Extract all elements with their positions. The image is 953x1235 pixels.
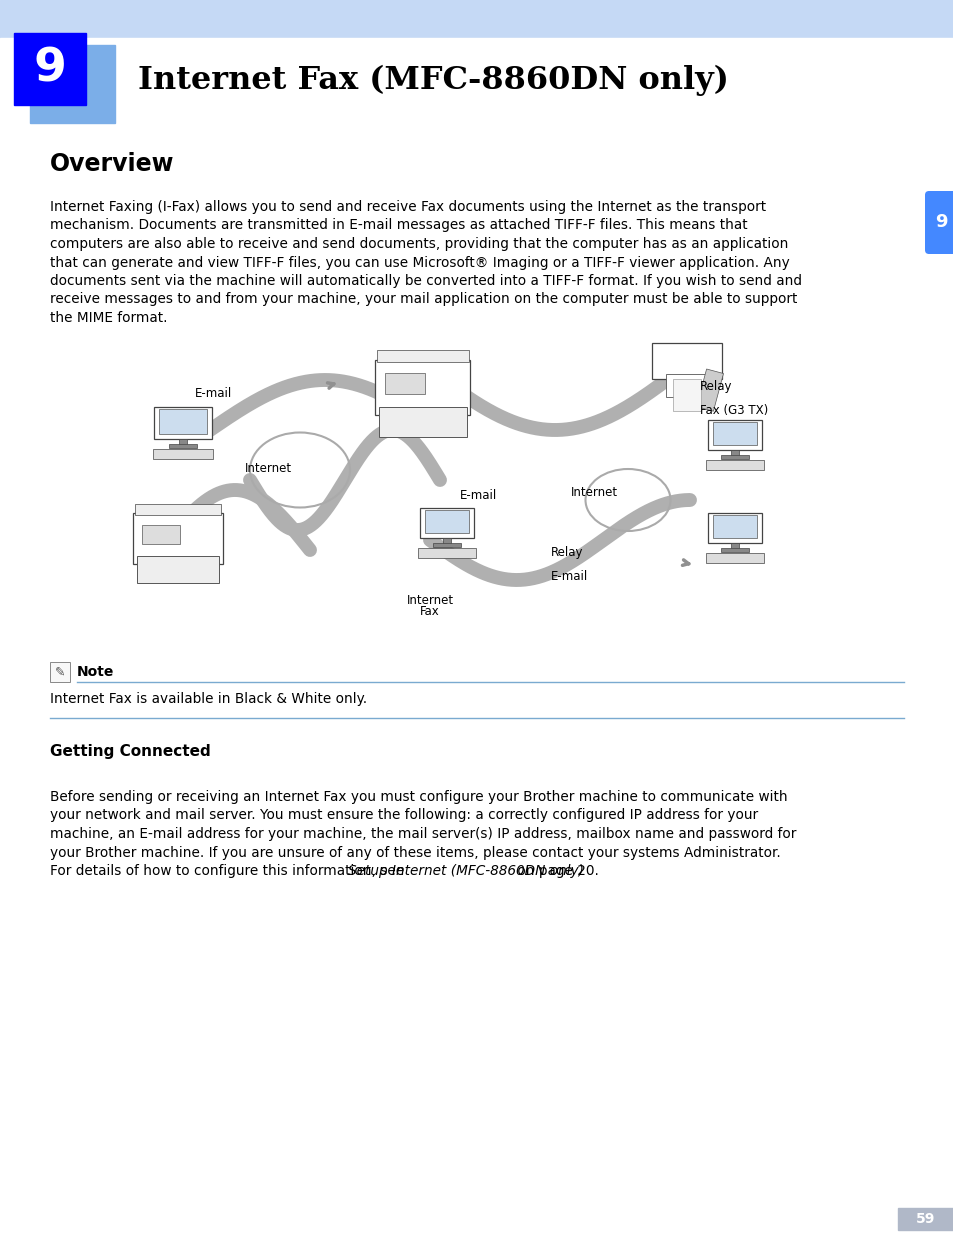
Bar [720, 456, 748, 459]
Bar [159, 409, 207, 433]
Bar [419, 508, 474, 538]
Text: your network and mail server. You must ensure the following: a correctly configu: your network and mail server. You must e… [50, 809, 758, 823]
Text: Internet Fax is available in Black & White only.: Internet Fax is available in Black & Whi… [50, 692, 367, 706]
Bar [651, 343, 721, 379]
Text: mechanism. Documents are transmitted in E-mail messages as attached TIFF-F files: mechanism. Documents are transmitted in … [50, 219, 747, 232]
Text: Relay: Relay [700, 380, 732, 393]
Bar [696, 369, 722, 411]
Bar [707, 513, 761, 543]
Bar [730, 543, 739, 548]
FancyBboxPatch shape [924, 191, 953, 254]
Text: Internet Fax (MFC-8860DN only): Internet Fax (MFC-8860DN only) [138, 64, 728, 95]
Text: computers are also able to receive and send documents, providing that the comput: computers are also able to receive and s… [50, 237, 787, 251]
Bar [706, 461, 762, 469]
Text: Fax: Fax [419, 605, 439, 618]
Text: Internet: Internet [570, 485, 617, 499]
Text: E-mail: E-mail [459, 489, 497, 501]
Bar [707, 420, 761, 451]
Text: the MIME format.: the MIME format. [50, 311, 168, 325]
Text: Internet: Internet [244, 462, 292, 474]
Bar [418, 548, 475, 557]
Text: For details of how to configure this information, see: For details of how to configure this inf… [50, 864, 408, 878]
Text: receive messages to and from your machine, your mail application on the computer: receive messages to and from your machin… [50, 293, 797, 306]
Bar [14, 33, 86, 105]
Bar [0, 0, 953, 38]
Bar [142, 525, 179, 545]
Bar [379, 406, 466, 436]
Text: Note: Note [77, 664, 114, 679]
Bar [442, 538, 451, 543]
Text: on page 20.: on page 20. [513, 864, 598, 878]
Bar [134, 504, 221, 515]
Bar [178, 438, 187, 445]
Text: 59: 59 [915, 1212, 935, 1226]
Text: machine, an E-mail address for your machine, the mail server(s) IP address, mail: machine, an E-mail address for your mach… [50, 827, 796, 841]
Bar [897, 1208, 953, 1230]
Bar [132, 513, 223, 563]
Text: your Brother machine. If you are unsure of any of these items, please contact yo: your Brother machine. If you are unsure … [50, 846, 780, 860]
Text: 9: 9 [33, 47, 67, 91]
Bar [706, 553, 762, 562]
Bar [136, 556, 219, 583]
Text: documents sent via the machine will automatically be converted into a TIFF-F for: documents sent via the machine will auto… [50, 274, 801, 288]
Bar [152, 450, 213, 459]
Bar [375, 359, 470, 415]
Bar [169, 445, 197, 448]
Bar [424, 510, 469, 534]
Text: Fax (G3 TX): Fax (G3 TX) [700, 404, 767, 417]
Text: E-mail: E-mail [551, 571, 588, 583]
Bar [712, 422, 757, 446]
Text: Internet Faxing (I-Fax) allows you to send and receive Fax documents using the I: Internet Faxing (I-Fax) allows you to se… [50, 200, 765, 214]
Text: that can generate and view TIFF-F files, you can use Microsoft® Imaging or a TIF: that can generate and view TIFF-F files,… [50, 256, 789, 269]
Text: Overview: Overview [50, 152, 174, 177]
Text: Internet: Internet [406, 594, 453, 606]
Text: Relay: Relay [551, 546, 583, 559]
Bar [50, 662, 70, 682]
Text: Getting Connected: Getting Connected [50, 743, 211, 760]
Text: E-mail: E-mail [194, 387, 232, 400]
Bar [433, 543, 460, 547]
Bar [385, 373, 424, 394]
Bar [154, 408, 212, 438]
Bar [30, 44, 115, 124]
Bar [672, 379, 700, 411]
Text: Setup Internet (MFC-8860DN only): Setup Internet (MFC-8860DN only) [348, 864, 583, 878]
Text: ✎: ✎ [54, 666, 65, 678]
Bar [712, 515, 757, 538]
Bar [0, 38, 953, 128]
Bar [665, 374, 707, 396]
Bar [377, 350, 468, 362]
Bar [730, 451, 739, 456]
Text: 9: 9 [934, 212, 946, 231]
Text: Before sending or receiving an Internet Fax you must configure your Brother mach: Before sending or receiving an Internet … [50, 790, 787, 804]
Bar [720, 548, 748, 552]
